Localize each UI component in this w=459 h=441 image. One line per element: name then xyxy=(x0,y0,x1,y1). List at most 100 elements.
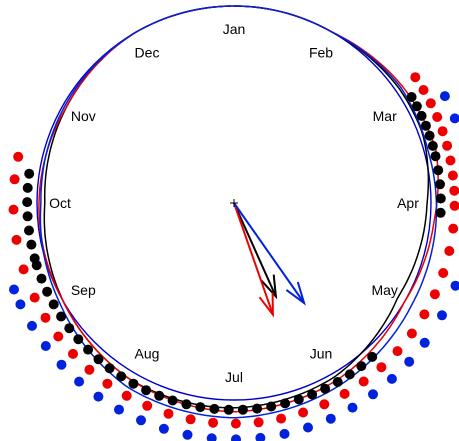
point-series-1-36 xyxy=(18,264,29,275)
point-series-1-26 xyxy=(185,414,196,425)
point-series-0-15 xyxy=(320,383,331,394)
point-series-2-14 xyxy=(231,434,241,441)
point-series-1-6 xyxy=(445,155,456,166)
point-series-0-35 xyxy=(64,323,75,334)
point-series-2-10 xyxy=(325,413,336,424)
point-series-0-33 xyxy=(83,344,94,355)
point-series-0-42 xyxy=(26,239,37,250)
point-series-1-10 xyxy=(448,223,459,234)
point-series-0-25 xyxy=(181,399,192,410)
point-series-2-20 xyxy=(93,391,104,402)
point-series-2-4 xyxy=(437,310,447,321)
point-series-2-24 xyxy=(27,320,37,331)
point-series-1-25 xyxy=(208,417,219,428)
point-series-1-28 xyxy=(142,400,153,411)
point-series-0-22 xyxy=(223,404,234,415)
point-series-2-16 xyxy=(182,429,193,440)
point-series-0-24 xyxy=(195,402,206,413)
point-series-0-38 xyxy=(42,286,53,297)
point-series-1-14 xyxy=(419,309,430,320)
point-series-2-0 xyxy=(439,91,450,102)
point-series-0-7 xyxy=(433,165,444,176)
point-series-0-12 xyxy=(356,361,367,372)
point-series-0-10 xyxy=(435,207,446,218)
month-label-may: May xyxy=(371,282,397,298)
month-label-apr: Apr xyxy=(397,195,419,211)
point-series-0-19 xyxy=(266,401,277,412)
point-series-0-14 xyxy=(332,377,343,387)
mean-arrow-series-1 xyxy=(233,202,274,318)
mean-arrows xyxy=(233,202,306,318)
point-series-1-39 xyxy=(9,174,20,185)
point-series-0-37 xyxy=(48,299,59,310)
point-series-0-11 xyxy=(367,351,378,362)
point-series-1-27 xyxy=(163,408,174,419)
point-series-0-4 xyxy=(424,130,435,141)
point-series-1-23 xyxy=(253,417,264,428)
point-series-1-24 xyxy=(230,418,241,429)
point-series-2-5 xyxy=(419,337,430,348)
month-label-jul: Jul xyxy=(225,369,243,385)
point-series-1-11 xyxy=(444,246,455,256)
point-series-0-13 xyxy=(344,369,355,380)
point-series-0-34 xyxy=(73,334,84,345)
point-series-2-8 xyxy=(368,389,378,400)
point-series-1-38 xyxy=(8,204,19,215)
point-series-2-13 xyxy=(255,432,266,441)
point-series-0-2 xyxy=(416,110,427,121)
point-series-0-43 xyxy=(24,225,34,236)
point-series-0-27 xyxy=(154,390,165,401)
point-series-2-18 xyxy=(136,415,146,426)
point-series-1-4 xyxy=(437,126,448,137)
point-series-2-15 xyxy=(206,433,217,441)
point-series-2-22 xyxy=(56,359,67,370)
point-series-2-17 xyxy=(158,423,169,434)
point-series-1-12 xyxy=(438,268,449,278)
point-series-2-25 xyxy=(15,299,26,310)
month-label-oct: Oct xyxy=(49,195,71,211)
point-series-0-46 xyxy=(22,182,33,193)
point-series-0-16 xyxy=(307,389,318,400)
point-series-0-23 xyxy=(209,403,220,414)
point-series-1-40 xyxy=(13,151,24,162)
point-series-0-36 xyxy=(56,311,67,322)
point-series-0-47 xyxy=(24,168,35,179)
point-series-1-9 xyxy=(449,200,459,211)
point-series-0-29 xyxy=(128,378,139,389)
month-label-jun: Jun xyxy=(310,346,333,362)
point-series-0-17 xyxy=(293,394,304,405)
point-series-2-6 xyxy=(404,356,415,367)
point-series-1-33 xyxy=(53,331,64,342)
point-series-1-17 xyxy=(376,362,387,373)
point-series-2-23 xyxy=(40,341,51,351)
point-series-2-26 xyxy=(9,284,19,295)
month-label-jan: Jan xyxy=(223,21,246,37)
point-series-0-28 xyxy=(141,385,152,396)
mean-arrow-series-0 xyxy=(233,202,278,300)
point-series-1-8 xyxy=(449,185,459,196)
point-series-0-30 xyxy=(116,371,127,382)
point-series-0-1 xyxy=(411,101,422,112)
mean-arrow-series-2 xyxy=(233,202,306,306)
point-series-1-37 xyxy=(11,234,22,245)
point-series-0-44 xyxy=(22,211,33,222)
point-series-0-9 xyxy=(435,193,446,204)
point-series-1-3 xyxy=(432,112,443,122)
point-series-0-18 xyxy=(280,398,291,409)
month-labels: Jan Feb Mar Apr May Jun Jul Aug Sep Oct Nov Dec xyxy=(49,21,419,385)
point-series-0-26 xyxy=(167,395,178,406)
point-series-1-2 xyxy=(425,98,436,109)
data-points xyxy=(8,72,459,441)
point-series-1-0 xyxy=(410,72,421,83)
point-series-0-32 xyxy=(93,354,104,365)
month-label-sep: Sep xyxy=(71,282,96,298)
center-mark xyxy=(230,199,238,207)
point-series-1-18 xyxy=(358,376,369,387)
point-series-1-5 xyxy=(442,140,453,151)
point-series-2-21 xyxy=(74,376,85,387)
point-series-0-20 xyxy=(252,403,263,414)
month-label-nov: Nov xyxy=(71,108,96,124)
month-label-mar: Mar xyxy=(373,108,397,124)
point-series-2-3 xyxy=(450,280,459,291)
